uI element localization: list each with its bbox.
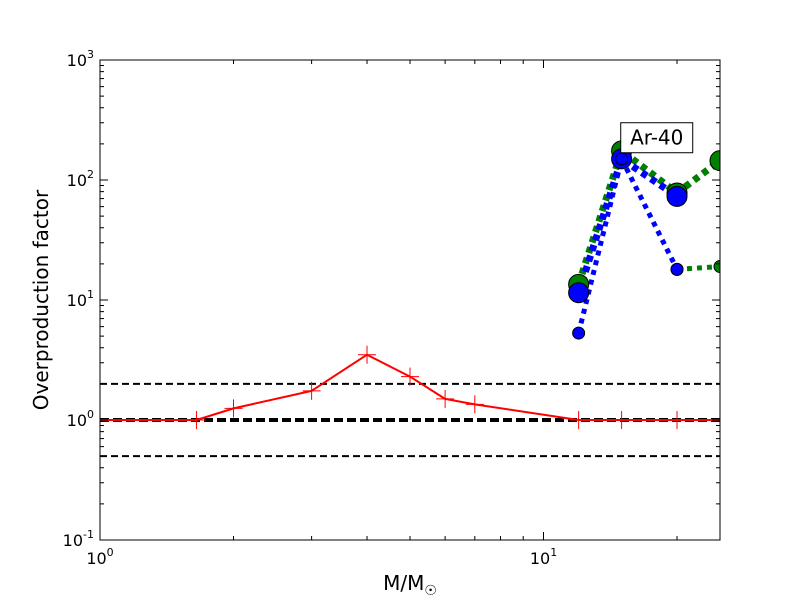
- series-2-line: [575, 155, 679, 294]
- y-tick-label-3: 102: [67, 168, 94, 190]
- y-tick-label-4: 103: [67, 48, 94, 70]
- series-1-point-3: [709, 150, 720, 172]
- annotation-text: Ar-40: [630, 126, 683, 150]
- series-4-point-2: [670, 262, 684, 276]
- plot-background: [100, 60, 720, 540]
- y-tick-label-2: 101: [67, 288, 94, 310]
- series-0-point-3: [302, 381, 321, 400]
- series-0-point-1: [187, 411, 206, 429]
- y-tick-label-1: 100: [67, 408, 94, 430]
- series-0-point-6: [436, 389, 455, 408]
- annotations: Ar-40: [620, 122, 694, 154]
- series-0-point-5: [401, 367, 419, 386]
- series-0-point-10: [668, 411, 687, 429]
- x-tick-label-0: 100: [86, 546, 113, 568]
- x-axis-label-subscript: ☉: [424, 583, 437, 599]
- series-2-point-0: [568, 282, 590, 304]
- annotation-0: Ar-40: [620, 122, 694, 154]
- x-axis-label-main: M/M: [383, 571, 424, 595]
- series-0-point-8: [569, 411, 588, 429]
- series-4-line: [576, 156, 680, 334]
- y-tick-label-0: 10-1: [63, 528, 94, 550]
- series-0-point-7: [465, 395, 484, 414]
- series-4-point-0: [572, 326, 586, 340]
- series-0-point-2: [224, 399, 243, 418]
- x-tick-label-1: 101: [530, 546, 557, 568]
- series-3-line: [676, 264, 720, 272]
- series-4-point-1: [615, 152, 629, 166]
- series-0-point-9: [612, 411, 631, 429]
- annotation-box: [620, 122, 694, 154]
- series-lines: [100, 147, 720, 421]
- series-2-point-2: [666, 185, 688, 207]
- series-0-point-4: [358, 345, 377, 364]
- x-axis-label: M/M☉: [383, 571, 437, 599]
- y-axis-label: Overproduction factor: [29, 189, 53, 410]
- axis-ticks: [99, 59, 720, 541]
- series-0-line: [100, 353, 720, 421]
- series-markers: [100, 140, 720, 429]
